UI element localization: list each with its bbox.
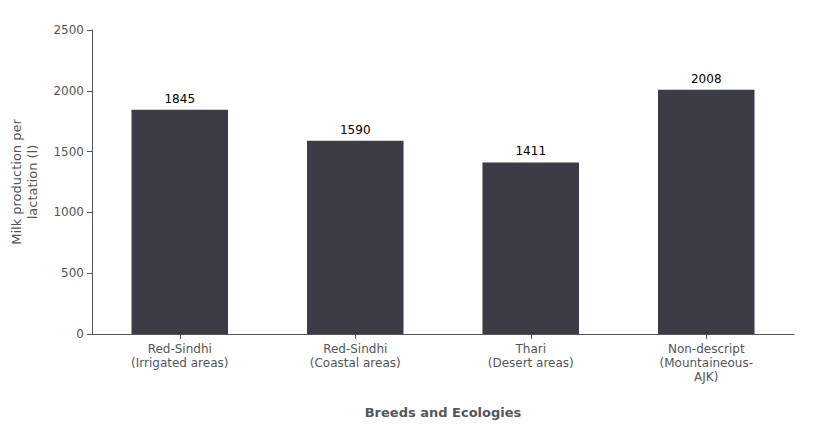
svg-text:2500: 2500 xyxy=(53,23,84,37)
svg-text:1411: 1411 xyxy=(515,144,546,158)
svg-text:1845: 1845 xyxy=(164,92,195,106)
svg-text:Breeds and Ecologies: Breeds and Ecologies xyxy=(365,405,522,420)
svg-text:Milk production per: Milk production per xyxy=(9,119,24,245)
svg-text:500: 500 xyxy=(61,266,84,280)
svg-text:AJK): AJK) xyxy=(694,370,718,384)
svg-text:Red-Sindhi: Red-Sindhi xyxy=(148,342,212,356)
svg-text:2000: 2000 xyxy=(53,84,84,98)
svg-text:2008: 2008 xyxy=(691,72,722,86)
svg-text:(Desert areas): (Desert areas) xyxy=(488,356,574,370)
svg-text:Thari: Thari xyxy=(514,342,546,356)
svg-text:0: 0 xyxy=(76,327,84,341)
svg-text:lactation (l): lactation (l) xyxy=(25,145,40,220)
svg-text:(Mountaineous-: (Mountaineous- xyxy=(660,356,754,370)
svg-text:Non-descript: Non-descript xyxy=(668,342,745,356)
svg-text:1000: 1000 xyxy=(53,205,84,219)
svg-text:(Coastal areas): (Coastal areas) xyxy=(310,356,401,370)
svg-text:Red-Sindhi: Red-Sindhi xyxy=(323,342,387,356)
svg-text:1500: 1500 xyxy=(53,145,84,159)
svg-text:1590: 1590 xyxy=(340,123,371,137)
svg-text:(Irrigated areas): (Irrigated areas) xyxy=(131,356,228,370)
